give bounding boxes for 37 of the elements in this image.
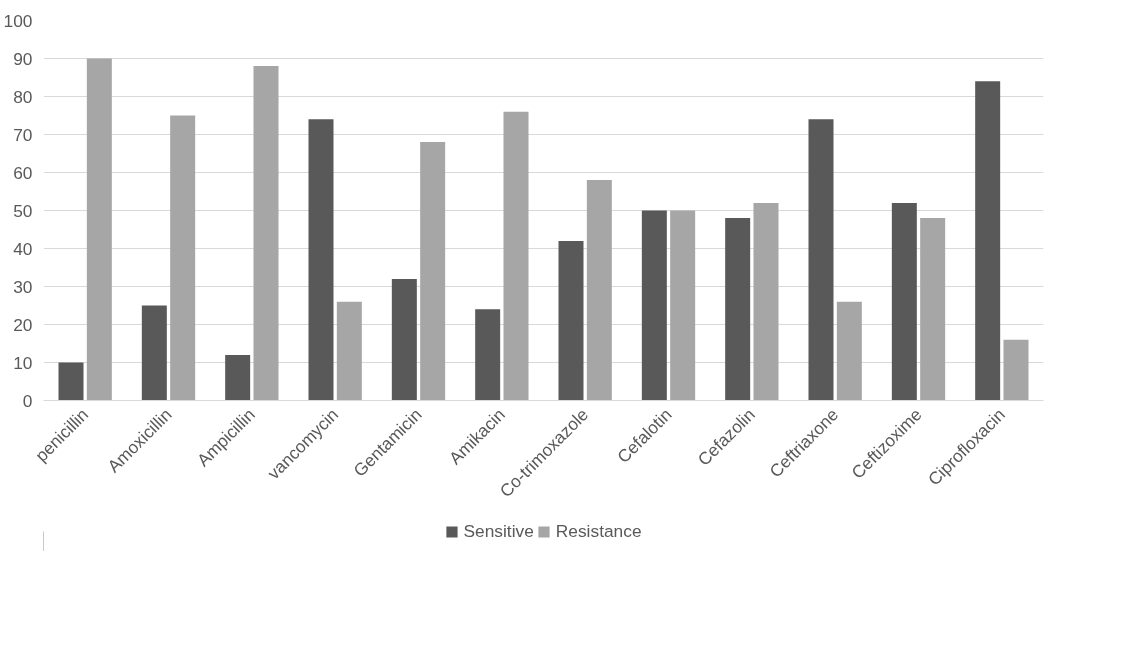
bar <box>975 81 1001 401</box>
bar <box>753 202 779 401</box>
bar <box>836 301 862 401</box>
bar <box>391 278 417 401</box>
bar <box>1003 339 1029 401</box>
bar <box>308 119 334 401</box>
bar <box>670 210 696 401</box>
bar <box>641 210 667 401</box>
y-tick-label: 70 <box>13 124 33 145</box>
y-tick-label: 20 <box>13 314 33 335</box>
y-tick-label: 0 <box>22 390 33 411</box>
bar <box>475 309 501 401</box>
bar <box>253 66 279 401</box>
legend-label: Resistance <box>555 520 642 542</box>
bar <box>920 218 946 401</box>
bar <box>336 301 362 401</box>
bar <box>808 119 834 401</box>
y-tick-label: 90 <box>13 48 33 69</box>
y-tick-label: 10 <box>13 352 33 373</box>
bar <box>586 180 612 401</box>
y-tick-label: 60 <box>13 162 33 183</box>
bar <box>558 240 584 401</box>
bar <box>725 218 751 401</box>
y-tick-label: 40 <box>13 238 33 259</box>
bar <box>170 115 196 401</box>
y-tick-label: 30 <box>13 276 33 297</box>
legend-label: Sensitive <box>463 520 534 542</box>
bar <box>420 142 446 401</box>
y-tick-label: 80 <box>13 86 33 107</box>
y-tick-label: 50 <box>13 200 33 221</box>
bar <box>225 354 251 401</box>
y-tick-label: 100 <box>3 10 33 31</box>
bar <box>58 362 84 401</box>
bar <box>503 111 529 401</box>
bar <box>141 305 167 401</box>
bar <box>891 202 917 401</box>
bar <box>86 58 112 401</box>
